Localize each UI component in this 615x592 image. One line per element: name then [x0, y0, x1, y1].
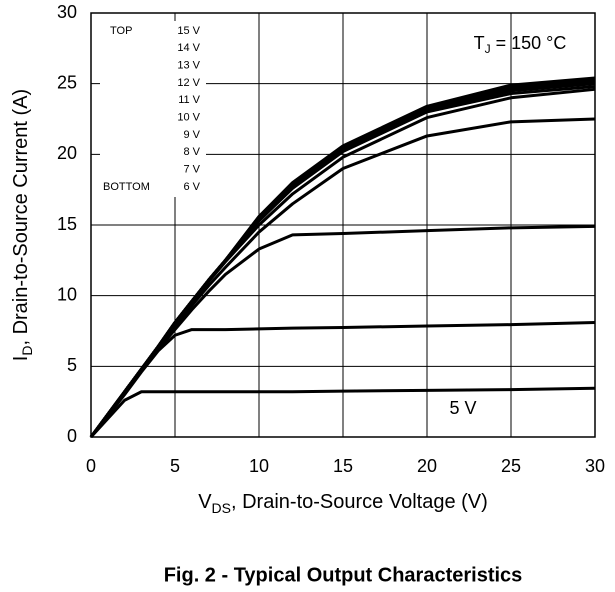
legend-top: TOP [110, 25, 132, 37]
legend-label: 12 V [177, 77, 200, 89]
legend-label: 9 V [183, 129, 200, 141]
y-tick-label: 15 [57, 214, 77, 234]
series-line [89, 386, 596, 439]
x-tick-label: 15 [333, 456, 353, 476]
plot-frame [90, 12, 596, 438]
y-label-part: , Drain-to-Source Current (A) [10, 89, 32, 346]
y-tick-label: 30 [57, 2, 77, 22]
annotation: TJ = 150 °C [474, 33, 567, 56]
x-label-part: , Drain-to-Source Voltage (V) [231, 491, 488, 513]
legend-label: 6 V [183, 181, 200, 193]
y-tick-label: 25 [57, 72, 77, 92]
x-tick-label: 0 [86, 456, 96, 476]
annotation-part: T [474, 33, 485, 53]
legend-label: 7 V [183, 164, 200, 176]
legend-bottom: BOTTOM [103, 181, 150, 193]
y-tick-label: 20 [57, 143, 77, 163]
legend-label: 14 V [177, 42, 200, 54]
legend-label: 8 V [183, 146, 200, 158]
y-tick-label: 5 [67, 355, 77, 375]
x-tick-label: 25 [501, 456, 521, 476]
x-tick-label: 30 [585, 456, 605, 476]
x-label-part: V [198, 491, 212, 513]
legend-label: 13 V [177, 60, 200, 72]
x-label-sub: DS [212, 500, 231, 516]
y-tick-label: 0 [67, 426, 77, 446]
y-tick-label: 10 [57, 284, 77, 304]
chart-title: Fig. 2 - Typical Output Characteristics [164, 564, 523, 586]
lines [89, 76, 596, 439]
x-tick-label: 20 [417, 456, 437, 476]
y-label-part: I [10, 356, 32, 362]
legend-background [100, 21, 206, 197]
x-tick-label: 5 [170, 456, 180, 476]
y-label-sub: D [19, 346, 35, 356]
series-label: 5 V [449, 398, 476, 418]
annotation-part: = 150 °C [491, 33, 567, 53]
legend-label: 11 V [178, 94, 200, 106]
annotation-sub: J [485, 42, 491, 56]
x-axis-label: VDS, Drain-to-Source Voltage (V) [198, 491, 488, 515]
series-line [89, 321, 596, 438]
x-tick-label: 10 [249, 456, 269, 476]
legend-label: 10 V [177, 112, 200, 124]
y-axis-label: ID, Drain-to-Source Current (A) [10, 89, 34, 361]
legend-label: 15 V [177, 25, 200, 37]
